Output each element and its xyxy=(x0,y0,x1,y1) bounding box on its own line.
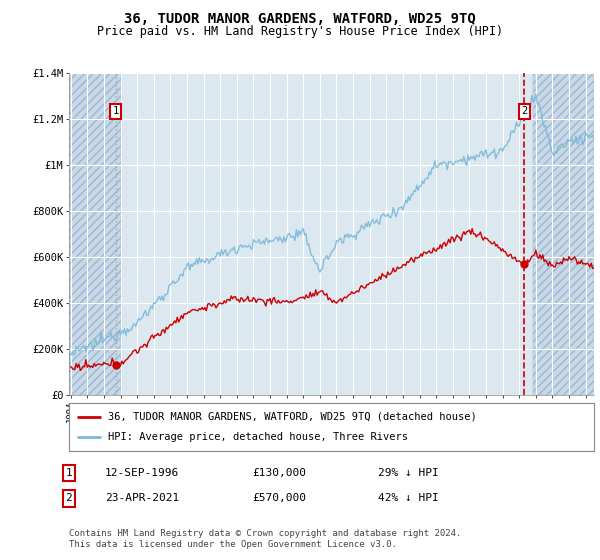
Text: Price paid vs. HM Land Registry's House Price Index (HPI): Price paid vs. HM Land Registry's House … xyxy=(97,25,503,38)
Text: 12-SEP-1996: 12-SEP-1996 xyxy=(105,468,179,478)
Text: £130,000: £130,000 xyxy=(252,468,306,478)
Bar xyxy=(69,73,121,395)
Text: HPI: Average price, detached house, Three Rivers: HPI: Average price, detached house, Thre… xyxy=(109,432,409,442)
Text: 36, TUDOR MANOR GARDENS, WATFORD, WD25 9TQ (detached house): 36, TUDOR MANOR GARDENS, WATFORD, WD25 9… xyxy=(109,412,477,422)
Text: Contains HM Land Registry data © Crown copyright and database right 2024.
This d: Contains HM Land Registry data © Crown c… xyxy=(69,529,461,549)
Text: 36, TUDOR MANOR GARDENS, WATFORD, WD25 9TQ: 36, TUDOR MANOR GARDENS, WATFORD, WD25 9… xyxy=(124,12,476,26)
Bar xyxy=(533,73,594,395)
Text: 23-APR-2021: 23-APR-2021 xyxy=(105,493,179,503)
Text: 29% ↓ HPI: 29% ↓ HPI xyxy=(378,468,439,478)
Text: £570,000: £570,000 xyxy=(252,493,306,503)
Bar xyxy=(533,73,594,395)
Text: 1: 1 xyxy=(113,106,119,116)
Text: 1: 1 xyxy=(65,468,73,478)
Text: 2: 2 xyxy=(521,106,527,116)
Text: 42% ↓ HPI: 42% ↓ HPI xyxy=(378,493,439,503)
Text: 2: 2 xyxy=(65,493,73,503)
Bar xyxy=(69,73,121,395)
